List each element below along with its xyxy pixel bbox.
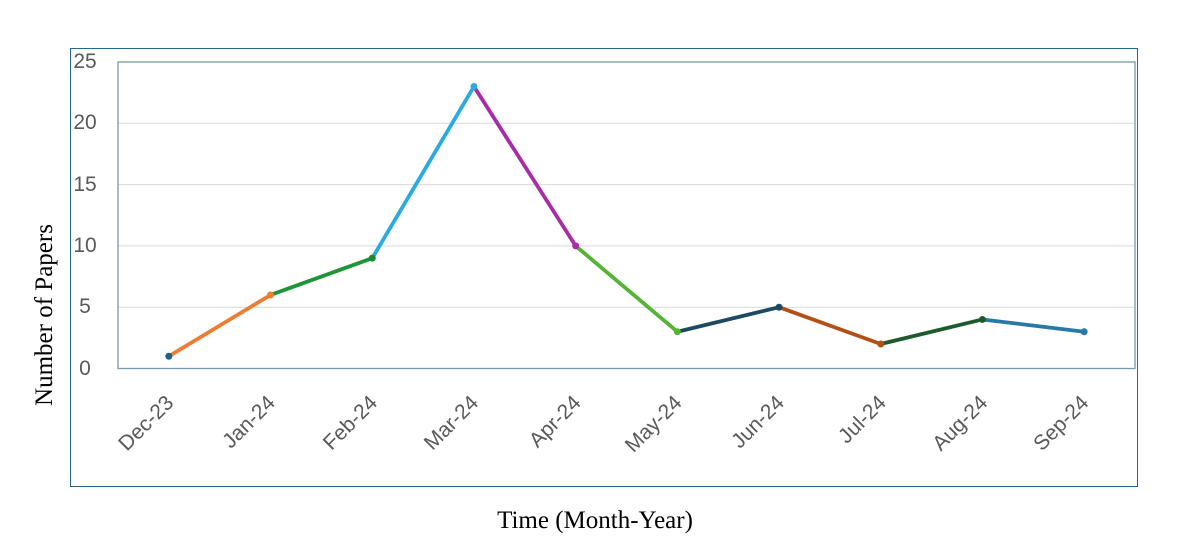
y-tick-label: 10 — [73, 233, 97, 257]
data-point — [470, 83, 478, 91]
x-axis-title: Time (Month-Year) — [497, 507, 693, 534]
data-point — [775, 303, 783, 311]
line-segment — [268, 256, 375, 297]
data-point — [572, 242, 580, 250]
line-segment — [980, 317, 1087, 334]
data-point — [368, 254, 376, 262]
line-segment — [573, 243, 680, 334]
y-tick-label: 0 — [79, 356, 91, 380]
line-segment — [370, 84, 476, 261]
y-tick-label: 5 — [79, 295, 91, 319]
line-segment — [675, 305, 781, 334]
data-point — [673, 328, 681, 336]
y-tick-label: 25 — [73, 50, 97, 73]
y-tick-label: 20 — [73, 111, 97, 135]
data-point — [165, 352, 173, 360]
plot-border — [117, 61, 1136, 370]
data-point — [978, 315, 986, 323]
y-tick-label: 15 — [73, 172, 97, 196]
line-segment — [777, 305, 883, 346]
y-axis-title: Number of Papers — [31, 224, 58, 406]
data-point — [267, 291, 275, 299]
data-point — [1080, 328, 1088, 336]
data-point — [877, 340, 885, 348]
line-segment — [166, 293, 273, 359]
line-segment — [878, 317, 985, 346]
line-segment — [472, 84, 578, 248]
